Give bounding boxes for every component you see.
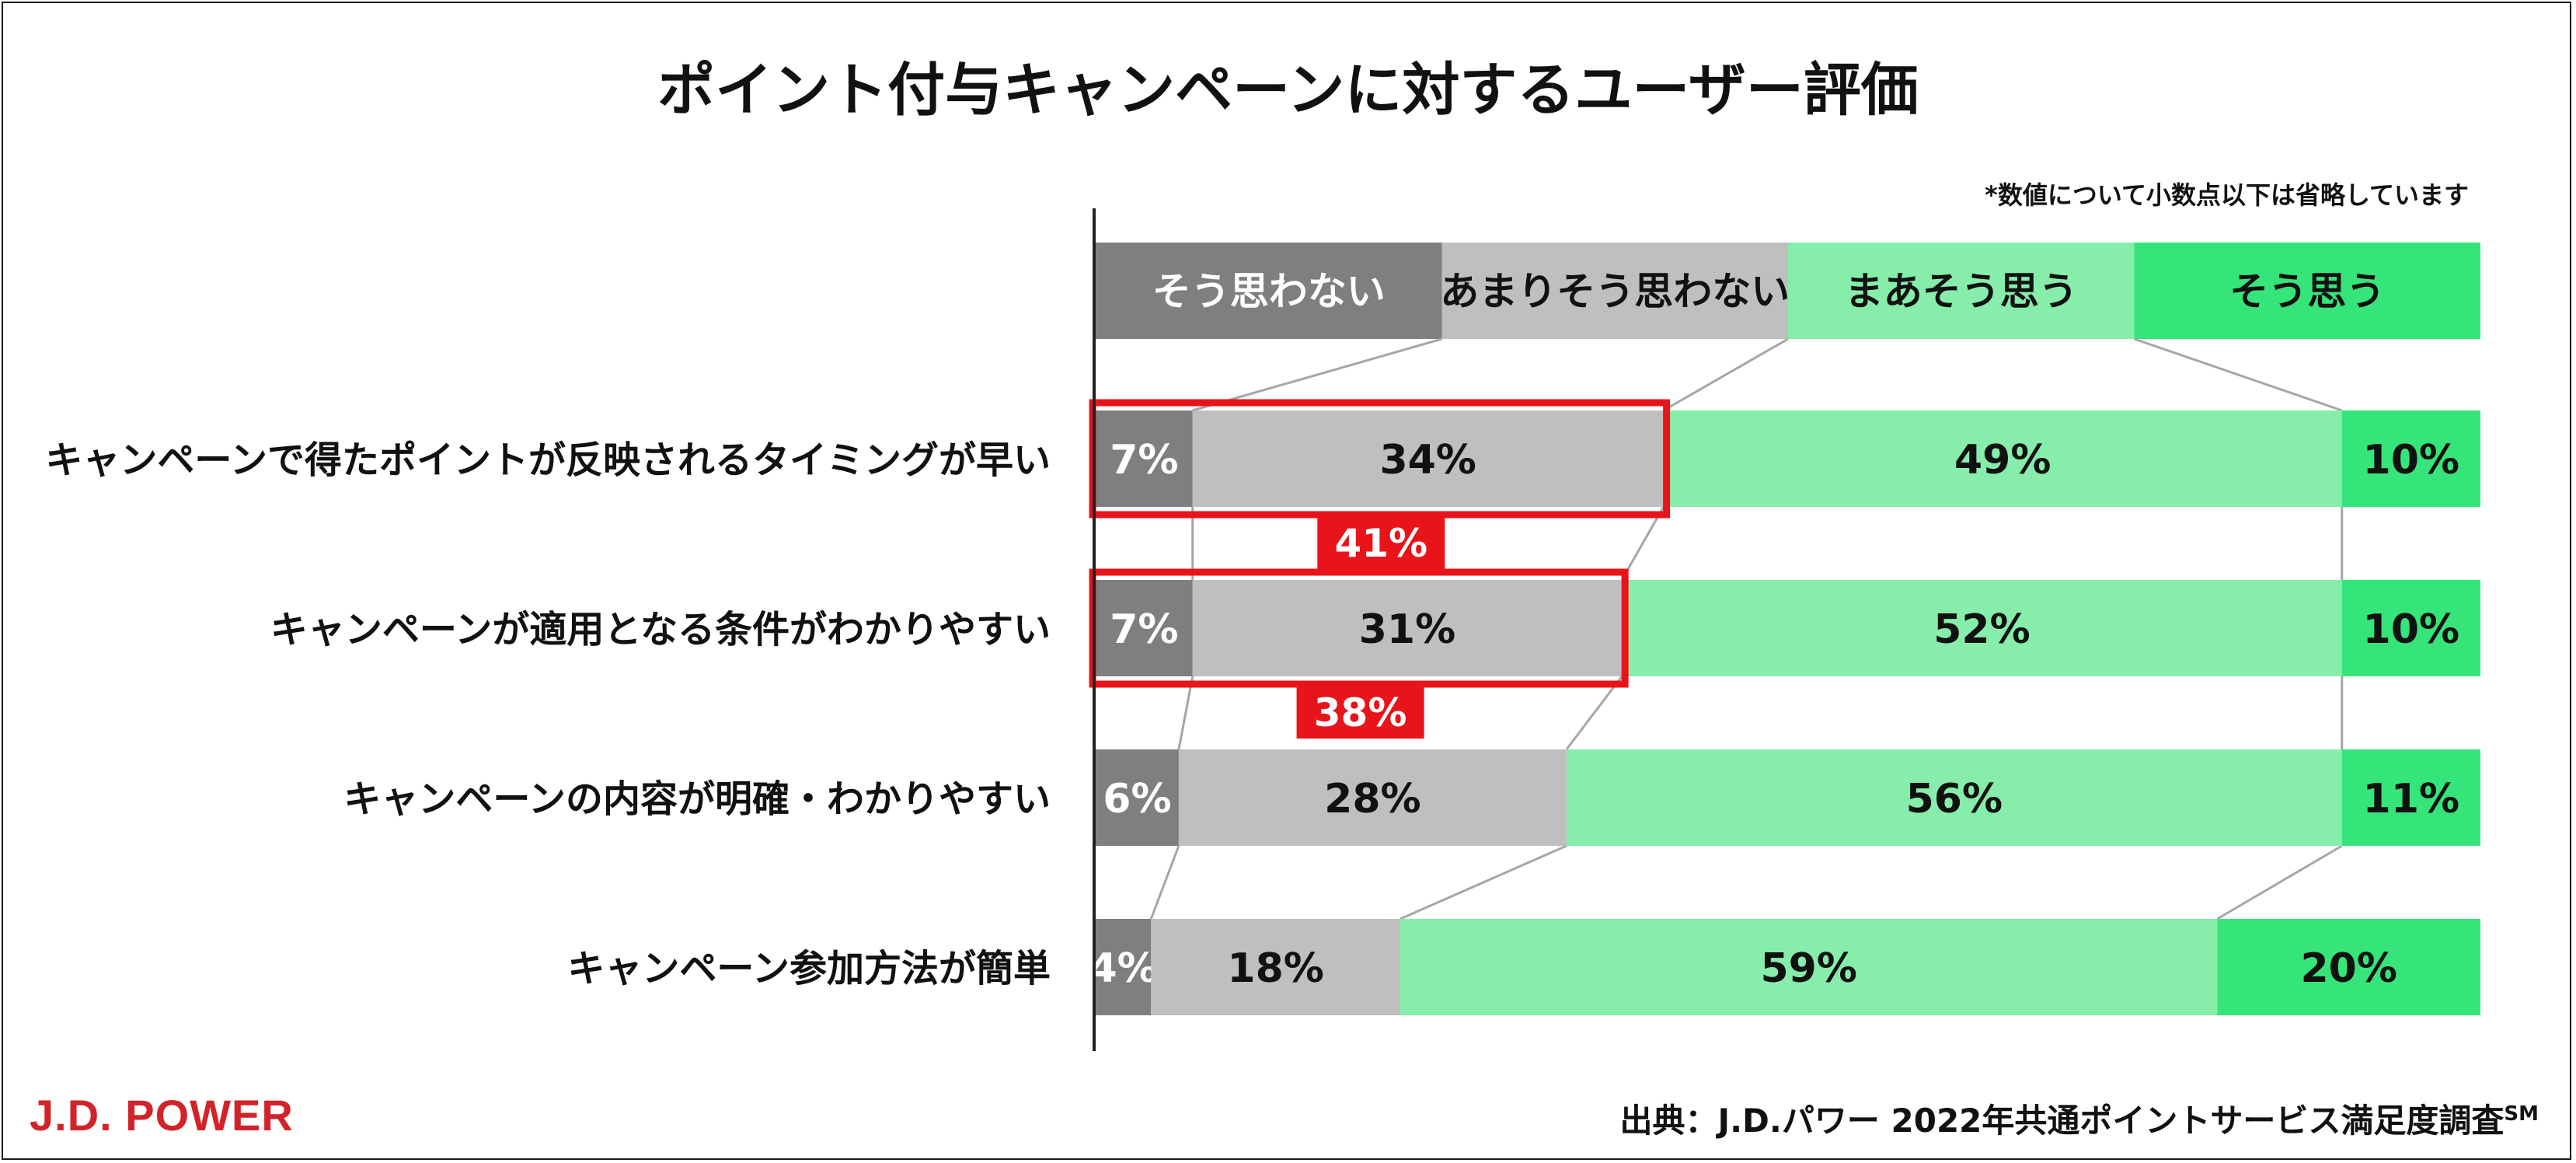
legend-label-3: そう思う	[2229, 269, 2385, 314]
bar-row3-3	[2217, 919, 2480, 1015]
chart-title: ポイント付与キャンペーンに対するユーザー評価	[657, 57, 1919, 124]
highlight-label-1: 38%	[1314, 690, 1407, 735]
bar-label-row2-3: 11%	[2363, 776, 2459, 822]
bar-label-row0-2: 49%	[1954, 437, 2051, 484]
bar-label-row1-0: 7%	[1110, 606, 1178, 653]
bar-row2-0	[1096, 749, 1179, 846]
bar-label-row2-0: 6%	[1103, 776, 1171, 822]
connector-legend-1	[1192, 337, 1442, 412]
legend-label-0: そう思わない	[1152, 269, 1386, 314]
bar-row0-3	[2341, 410, 2480, 507]
connector-legend-2	[1662, 337, 1789, 412]
category-label-1: キャンペーンが適用となる条件がわかりやすい	[270, 608, 1051, 651]
highlight-badge-1	[1296, 684, 1424, 739]
connector-row2-1	[1149, 845, 1180, 920]
legend-swatch-0	[1096, 243, 1442, 339]
bar-label-row1-1: 31%	[1359, 606, 1455, 653]
bar-row3-2	[1400, 919, 2218, 1015]
bar-row1-3	[2341, 580, 2480, 676]
footnote: *数値について小数点以下は省略しています	[1985, 180, 2469, 210]
category-label-3: キャンペーン参加方法が簡単	[567, 947, 1051, 990]
bar-row1-1	[1192, 580, 1623, 676]
bar-row0-1	[1192, 410, 1664, 507]
bar-label-row1-2: 52%	[1933, 606, 2030, 653]
bar-row0-2	[1663, 410, 2342, 507]
bar-label-row3-1: 18%	[1227, 945, 1323, 992]
bar-row0-0	[1096, 410, 1193, 507]
category-label-2: キャンペーンの内容が明確・わかりやすい	[343, 777, 1051, 821]
legend-swatch-3	[2134, 243, 2480, 339]
legend-swatch-2	[1788, 243, 2135, 339]
source-citation: 出典：J.D.パワー 2022年共通ポイントサービス満足度調査SM	[1619, 1095, 2539, 1142]
bar-label-row3-0: 4%	[1089, 945, 1157, 992]
highlight-label-0: 41%	[1334, 521, 1427, 566]
legend-label-2: まあそう思う	[1845, 269, 2078, 314]
bar-label-row0-0: 7%	[1110, 437, 1178, 484]
highlight-badge-0	[1317, 515, 1445, 569]
legend-label-1: あまりそう思わない	[1440, 269, 1790, 314]
bar-row3-1	[1151, 919, 1401, 1015]
connector-row2-2	[1400, 844, 1567, 920]
bar-row2-1	[1178, 749, 1567, 846]
connector-row1-1	[1177, 676, 1194, 750]
bar-label-row3-2: 59%	[1760, 945, 1856, 992]
connector-row1-2	[1565, 676, 1623, 750]
bar-row2-3	[2341, 749, 2480, 846]
connector-legend-3	[2134, 337, 2343, 412]
bar-label-row2-1: 28%	[1324, 776, 1420, 822]
bar-label-row0-1: 34%	[1379, 437, 1476, 484]
jd-power-logo: J.D. POWER	[30, 1091, 294, 1140]
bar-row2-2	[1566, 749, 2342, 846]
category-label-0: キャンペーンで得たポイントが反映されるタイミングが早い	[45, 438, 1051, 482]
bar-row1-2	[1622, 580, 2342, 676]
bar-label-row2-2: 56%	[1906, 776, 2003, 822]
bar-row3-0	[1096, 919, 1152, 1015]
legend-swatch-1	[1441, 243, 1788, 339]
bar-label-row1-3: 10%	[2363, 606, 2459, 653]
bar-row1-0	[1096, 580, 1193, 676]
connector-row0-2	[1620, 506, 1664, 581]
bar-label-row3-3: 20%	[2300, 945, 2396, 992]
source-text: 出典：J.D.パワー 2022年共通ポイントサービス満足度調査	[1619, 1102, 2505, 1140]
source-superscript: SM	[2504, 1102, 2539, 1126]
connector-row2-3	[2216, 844, 2343, 920]
bar-label-row0-3: 10%	[2363, 437, 2459, 484]
